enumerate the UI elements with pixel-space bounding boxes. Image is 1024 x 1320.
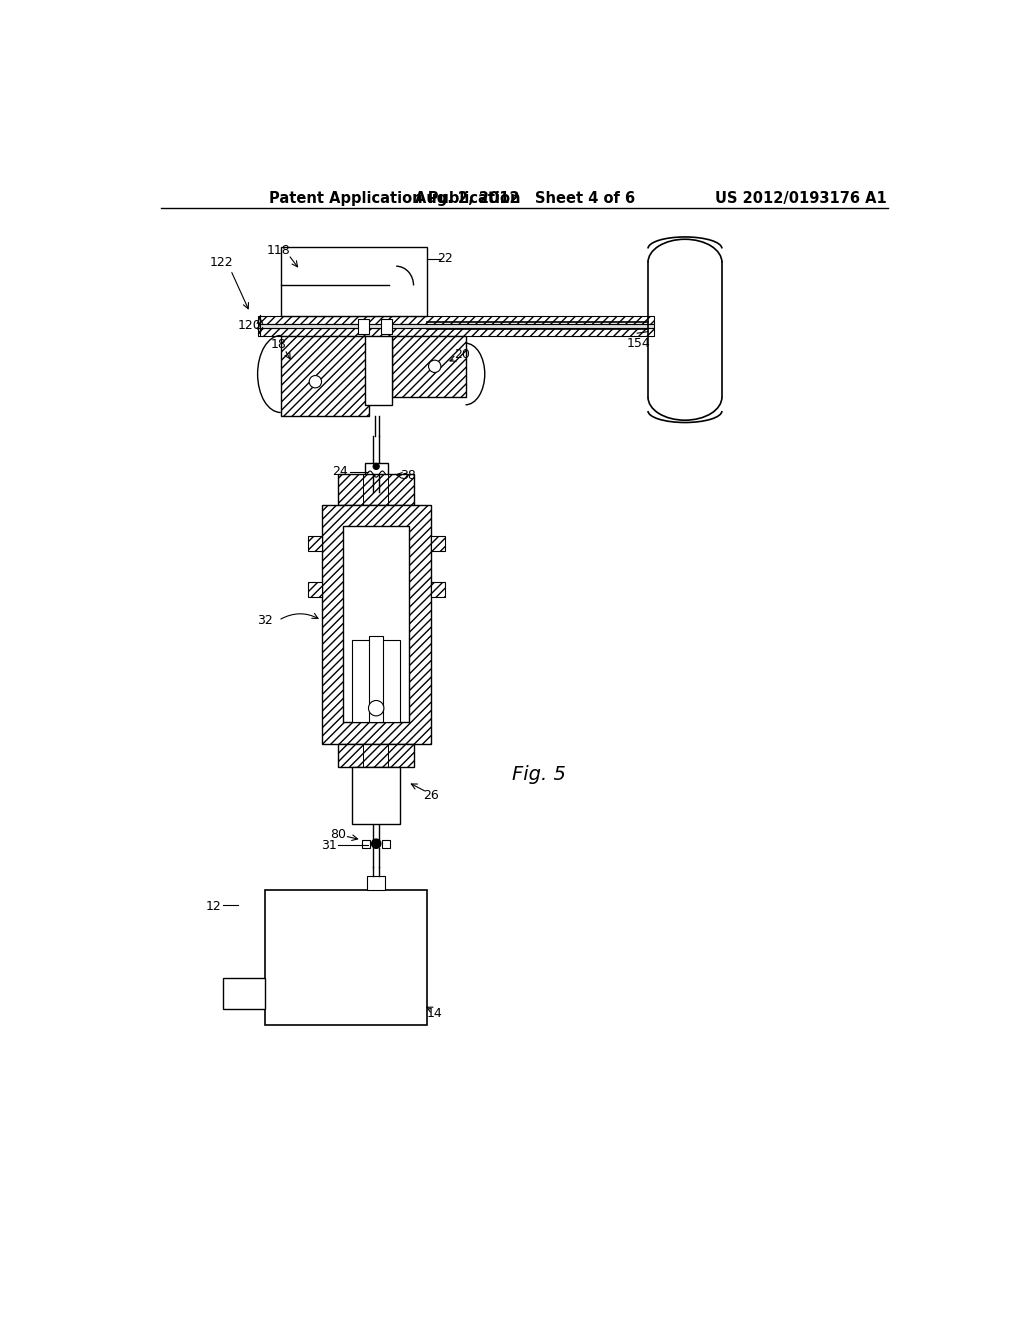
Bar	[281, 247, 427, 317]
Circle shape	[369, 701, 384, 715]
Text: 24: 24	[332, 465, 348, 478]
Bar	[392, 335, 466, 397]
Bar	[258, 323, 654, 327]
Circle shape	[429, 360, 441, 372]
Bar	[258, 317, 654, 323]
Circle shape	[309, 376, 322, 388]
Bar	[322, 506, 431, 743]
Bar	[367, 876, 385, 890]
Bar	[366, 335, 392, 405]
Text: 122: 122	[210, 256, 233, 269]
Bar	[281, 335, 370, 416]
Bar	[357, 318, 370, 334]
Text: 14: 14	[427, 1007, 442, 1019]
Text: 31: 31	[322, 838, 337, 851]
Text: 18: 18	[270, 338, 287, 351]
Text: 120: 120	[238, 319, 262, 333]
Bar	[382, 840, 390, 847]
Bar	[223, 978, 265, 1010]
Circle shape	[373, 463, 379, 470]
Bar	[307, 536, 322, 552]
Text: 12: 12	[206, 900, 221, 913]
Bar	[339, 743, 414, 767]
Bar	[352, 767, 400, 825]
Text: 118: 118	[266, 244, 290, 257]
Bar	[352, 640, 400, 722]
Bar	[381, 318, 392, 334]
Bar	[431, 582, 444, 598]
Text: Patent Application Publication: Patent Application Publication	[269, 191, 520, 206]
Bar	[362, 840, 370, 847]
Bar	[343, 527, 410, 722]
Bar	[258, 327, 654, 335]
Bar	[431, 536, 444, 552]
Text: 20: 20	[454, 348, 470, 362]
Text: Fig. 5: Fig. 5	[512, 764, 565, 784]
Bar	[265, 890, 427, 1024]
Circle shape	[372, 840, 381, 849]
Text: 154: 154	[627, 337, 650, 350]
Bar	[339, 474, 414, 506]
Bar	[307, 582, 322, 598]
Text: Aug. 2, 2012   Sheet 4 of 6: Aug. 2, 2012 Sheet 4 of 6	[415, 191, 635, 206]
Text: 38: 38	[399, 469, 416, 482]
Bar	[370, 636, 383, 722]
Text: US 2012/0193176 A1: US 2012/0193176 A1	[715, 191, 887, 206]
Text: 22: 22	[437, 252, 453, 265]
Bar	[365, 462, 388, 486]
Text: 32: 32	[257, 614, 273, 627]
Text: 26: 26	[423, 789, 438, 803]
Text: 80: 80	[331, 828, 346, 841]
